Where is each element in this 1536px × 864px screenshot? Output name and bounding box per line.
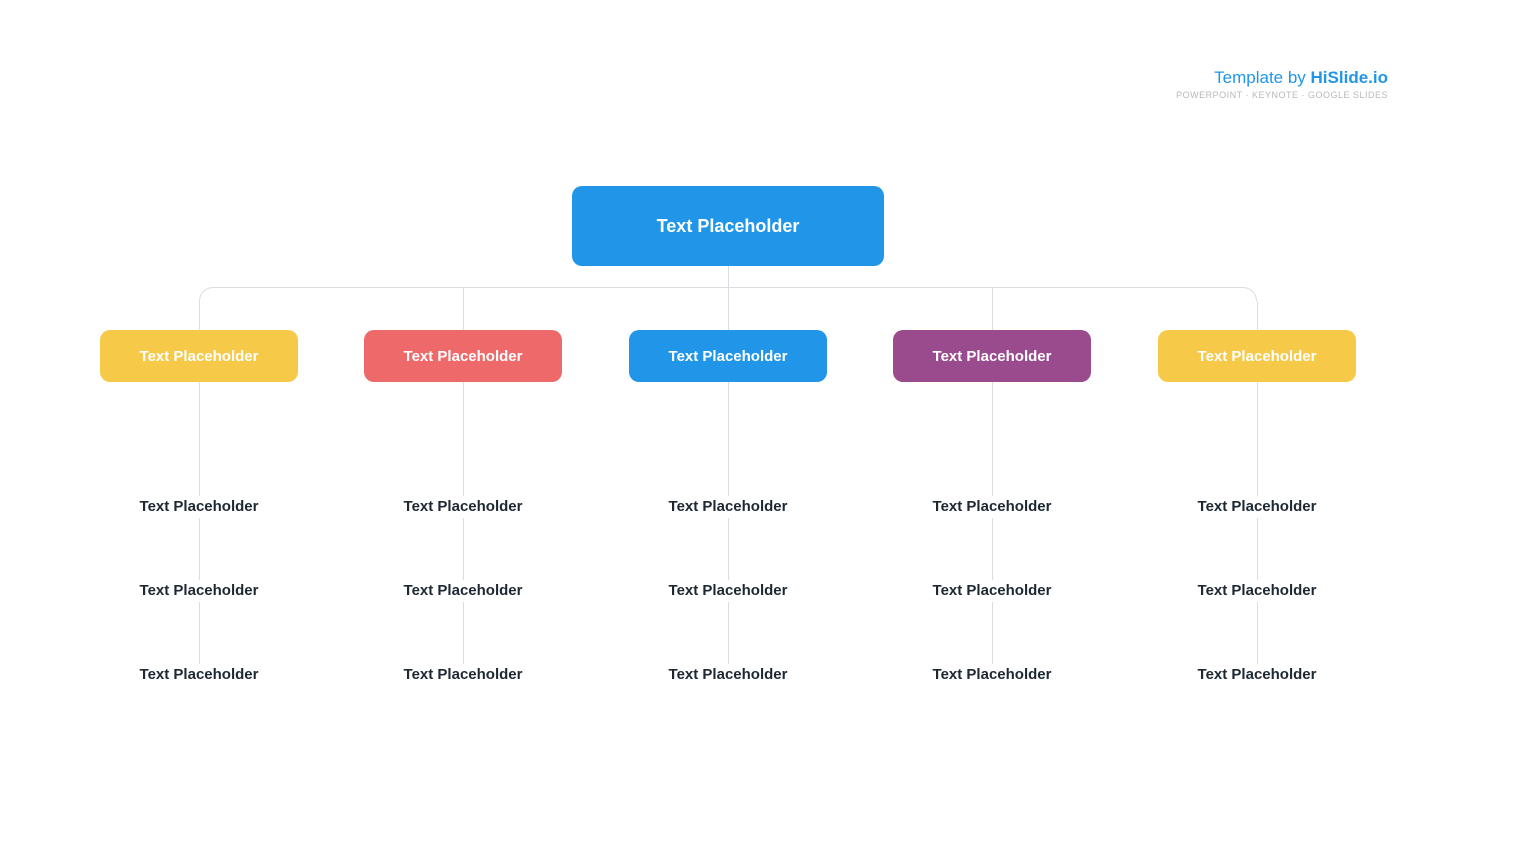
connector-leaf-stem-0-1 xyxy=(199,518,200,580)
connector-leaf-stem-2-2 xyxy=(728,602,729,664)
branch-node-0: Text Placeholder xyxy=(100,330,298,382)
leaf-label-1-4: Text Placeholder xyxy=(1157,582,1357,599)
leaf-label-2-3: Text Placeholder xyxy=(892,666,1092,683)
connector-leaf-stem-4-2 xyxy=(1257,602,1258,664)
leaf-label-0-2: Text Placeholder xyxy=(628,498,828,515)
leaf-label-1-1: Text Placeholder xyxy=(363,582,563,599)
connector-branch-drop-0 xyxy=(199,301,200,330)
branch-node-4: Text Placeholder xyxy=(1158,330,1356,382)
branch-node-3: Text Placeholder xyxy=(893,330,1091,382)
connector-leaf-stem-1-1 xyxy=(463,518,464,580)
connector-root-stem xyxy=(728,266,729,287)
branch-node-2: Text Placeholder xyxy=(629,330,827,382)
connector-corner-left xyxy=(199,287,213,301)
branch-node-1: Text Placeholder xyxy=(364,330,562,382)
root-node: Text Placeholder xyxy=(572,186,884,266)
connector-branch-drop-3 xyxy=(992,287,993,330)
connector-leaf-stem-3-1 xyxy=(992,518,993,580)
connector-corner-right xyxy=(1243,287,1257,301)
leaf-label-0-4: Text Placeholder xyxy=(1157,498,1357,515)
connector-branch-drop-2 xyxy=(728,287,729,330)
leaf-label-0-3: Text Placeholder xyxy=(892,498,1092,515)
leaf-label-0-0: Text Placeholder xyxy=(99,498,299,515)
connector-branch-drop-4 xyxy=(1257,301,1258,330)
leaf-label-0-1: Text Placeholder xyxy=(363,498,563,515)
connector-leaf-stem-3-2 xyxy=(992,602,993,664)
leaf-label-2-1: Text Placeholder xyxy=(363,666,563,683)
leaf-label-2-0: Text Placeholder xyxy=(99,666,299,683)
leaf-label-2-4: Text Placeholder xyxy=(1157,666,1357,683)
leaf-label-1-3: Text Placeholder xyxy=(892,582,1092,599)
connector-leaf-stem-3-0 xyxy=(992,382,993,496)
connector-leaf-stem-1-2 xyxy=(463,602,464,664)
connector-leaf-stem-4-0 xyxy=(1257,382,1258,496)
connector-leaf-stem-0-2 xyxy=(199,602,200,664)
connector-leaf-stem-2-1 xyxy=(728,518,729,580)
leaf-label-1-0: Text Placeholder xyxy=(99,582,299,599)
connector-leaf-stem-1-0 xyxy=(463,382,464,496)
connector-leaf-stem-0-0 xyxy=(199,382,200,496)
connector-leaf-stem-2-0 xyxy=(728,382,729,496)
connector-leaf-stem-4-1 xyxy=(1257,518,1258,580)
connector-branch-drop-1 xyxy=(463,287,464,330)
leaf-label-2-2: Text Placeholder xyxy=(628,666,828,683)
org-chart-diagram: Text Placeholder Text Placeholder Text Pla… xyxy=(0,0,1536,864)
leaf-label-1-2: Text Placeholder xyxy=(628,582,828,599)
